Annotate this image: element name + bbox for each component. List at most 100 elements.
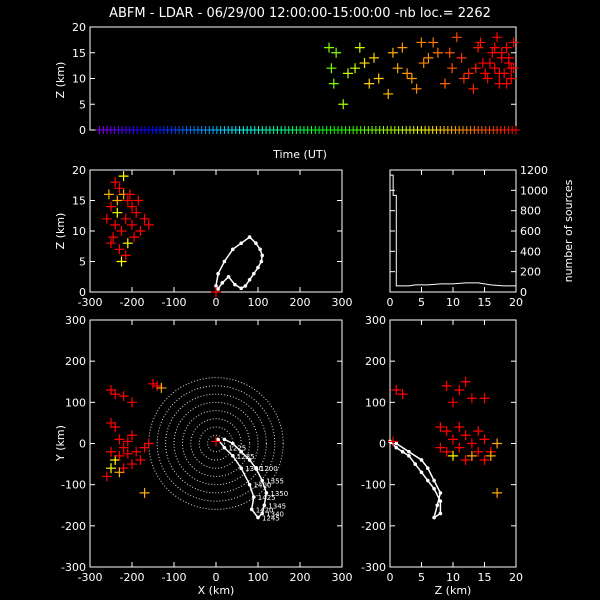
source-mark xyxy=(103,189,114,200)
source-mark xyxy=(383,88,394,99)
source-mark xyxy=(432,47,443,58)
source-mark xyxy=(485,450,496,461)
track-point xyxy=(256,515,260,520)
x-tick-label: -300 xyxy=(78,571,103,584)
x-tick-label: 20 xyxy=(509,571,523,584)
source-mark xyxy=(489,42,500,53)
source-mark xyxy=(116,226,127,236)
source-mark xyxy=(110,454,121,465)
panel-x-height: -300 -200 -100 0 100 200 300 0 5 10 15 20 Z (km) xyxy=(54,164,353,309)
source-mark xyxy=(331,47,342,58)
y-axis-label: Y (km) xyxy=(54,425,67,462)
source-mark xyxy=(328,78,339,89)
y-tick-label: -200 xyxy=(361,520,386,533)
source-mark xyxy=(114,450,125,461)
source-mark xyxy=(143,438,154,449)
y-tick-label: -100 xyxy=(61,479,86,492)
source-mark xyxy=(468,83,479,94)
x-tick-label: 200 xyxy=(290,296,311,309)
source-mark xyxy=(135,226,146,236)
source-mark xyxy=(101,471,112,482)
track-time-label: 1400 xyxy=(254,482,272,490)
source-mark xyxy=(324,42,335,53)
source-mark xyxy=(127,201,137,212)
track-time-label: 1425 xyxy=(258,494,276,502)
source-mark xyxy=(373,73,384,84)
y-tick-label: 20 xyxy=(72,164,86,177)
track-point xyxy=(432,478,436,483)
source-mark xyxy=(131,446,142,457)
y-axis-label: Z (km) xyxy=(54,213,67,250)
track-point xyxy=(216,271,220,276)
source-mark xyxy=(122,238,133,249)
source-mark xyxy=(466,438,477,449)
source-mark xyxy=(139,213,150,224)
y-tick-label: 100 xyxy=(365,396,386,409)
track-time-label: 1350 xyxy=(270,490,288,498)
y-tick-label: 200 xyxy=(520,266,541,279)
x-axis-label: Time (UT) xyxy=(272,148,327,161)
track-point xyxy=(222,445,227,450)
source-mark xyxy=(106,201,116,212)
source-mark xyxy=(473,42,484,53)
source-mark xyxy=(326,63,337,74)
source-mark xyxy=(120,213,131,224)
panel-plan-view: -300 -200 -100 0 100 200 300 -300 -200 -100 0 100 20… xyxy=(54,314,353,597)
source-mark xyxy=(463,68,474,79)
source-mark xyxy=(139,487,150,498)
y-tick-label: 800 xyxy=(520,205,541,218)
source-mark xyxy=(156,382,167,393)
track-point xyxy=(222,437,227,442)
y-axis-label: number of sources xyxy=(562,179,575,282)
track-point xyxy=(243,284,248,288)
source-mark xyxy=(501,78,512,89)
source-mark xyxy=(114,183,125,194)
source-mark xyxy=(110,177,121,188)
chart-title: ABFM - LDAR - 06/29/00 12:00:00-15:00:00… xyxy=(109,6,491,21)
y-tick-label: 0 xyxy=(379,438,386,451)
source-mark xyxy=(114,244,125,255)
source-mark xyxy=(354,42,365,53)
source-mark xyxy=(388,436,399,447)
source-mark xyxy=(101,213,112,224)
x-tick-label: 0 xyxy=(387,571,394,584)
y-tick-label: -300 xyxy=(361,561,386,574)
source-mark xyxy=(112,207,123,218)
track-point xyxy=(252,495,256,499)
track-time-label: 1245 xyxy=(262,515,280,523)
source-mark xyxy=(211,436,221,447)
track-point xyxy=(239,241,243,245)
track-point xyxy=(222,259,227,264)
source-mark xyxy=(416,37,427,48)
x-axis-label: Z (km) xyxy=(435,584,472,597)
y-tick-label: -100 xyxy=(361,479,386,492)
source-mark xyxy=(106,417,116,428)
track-point xyxy=(260,253,265,258)
track-point xyxy=(400,449,405,454)
range-ring xyxy=(173,401,259,486)
track-point xyxy=(247,482,252,487)
source-mark xyxy=(441,380,452,391)
track-point xyxy=(419,458,424,462)
source-mark xyxy=(489,63,500,74)
plot-frame xyxy=(89,26,517,131)
source-mark xyxy=(479,393,490,404)
range-ring xyxy=(181,410,251,477)
track-point xyxy=(259,259,264,264)
source-mark xyxy=(402,68,413,79)
x-tick-label: 20 xyxy=(509,296,523,309)
source-mark xyxy=(492,487,503,498)
source-mark xyxy=(118,171,129,182)
source-mark xyxy=(135,454,146,465)
track-point xyxy=(435,503,440,508)
source-mark xyxy=(114,434,125,445)
y-tick-label: -300 xyxy=(61,561,86,574)
source-mark xyxy=(110,389,121,400)
track-point xyxy=(220,281,225,285)
track-point xyxy=(231,247,235,252)
y-tick-label: 300 xyxy=(65,314,86,327)
track-point xyxy=(438,511,443,516)
source-mark xyxy=(342,68,353,79)
source-mark xyxy=(448,450,458,461)
